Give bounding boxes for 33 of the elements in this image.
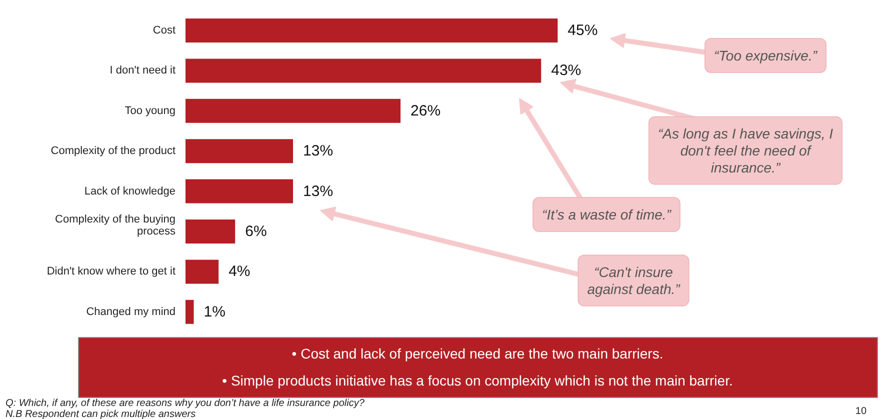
data-label: 4% (228, 263, 250, 280)
bar (186, 58, 542, 83)
text: “As long as I have savings, I don't feel the need of insurance.” (658, 126, 834, 176)
bar (186, 260, 219, 284)
data-label: 26% (410, 102, 441, 120)
bar (186, 98, 401, 123)
text: • Cost and lack of perceived need are the two main barriers. (292, 346, 664, 362)
y-tick-label: Changed my mind (86, 306, 176, 318)
annotation: “It’s a waste of time.” (542, 206, 672, 222)
data-label: 1% (204, 303, 226, 320)
text: 10 (855, 406, 867, 417)
y-tick-label: Lack of knowledge (84, 185, 176, 198)
data-label: 6% (245, 223, 267, 240)
data-label: 13% (303, 182, 334, 200)
bar (186, 139, 294, 164)
text: “Too expensive.” (714, 48, 818, 64)
data-label: 45% (568, 22, 598, 39)
bar (186, 220, 236, 244)
text: “Can't insure against death.” (587, 264, 682, 297)
bar (186, 300, 194, 324)
text: Q: Which, if any, of these are reasons why you don’t have a life insurance policy? (6, 398, 365, 409)
y-tick-label: Complexity of the buying process (55, 214, 176, 238)
y-tick-label: Too young (124, 104, 176, 117)
bar (186, 179, 294, 204)
y-tick-label: Complexity of the product (50, 145, 176, 158)
data-label: 43% (551, 62, 582, 80)
data-label: 13% (303, 142, 334, 160)
y-tick-label: I don't need it (110, 64, 176, 77)
text: • Simple products initiative has a focus on complexity which is not the main barrier. (222, 372, 733, 388)
text: N.B Respondent can pick multiple answers (6, 409, 196, 419)
bar (186, 18, 558, 42)
y-tick-label: Didn't know where to get it (46, 266, 176, 278)
y-tick-label: Cost (152, 24, 176, 36)
